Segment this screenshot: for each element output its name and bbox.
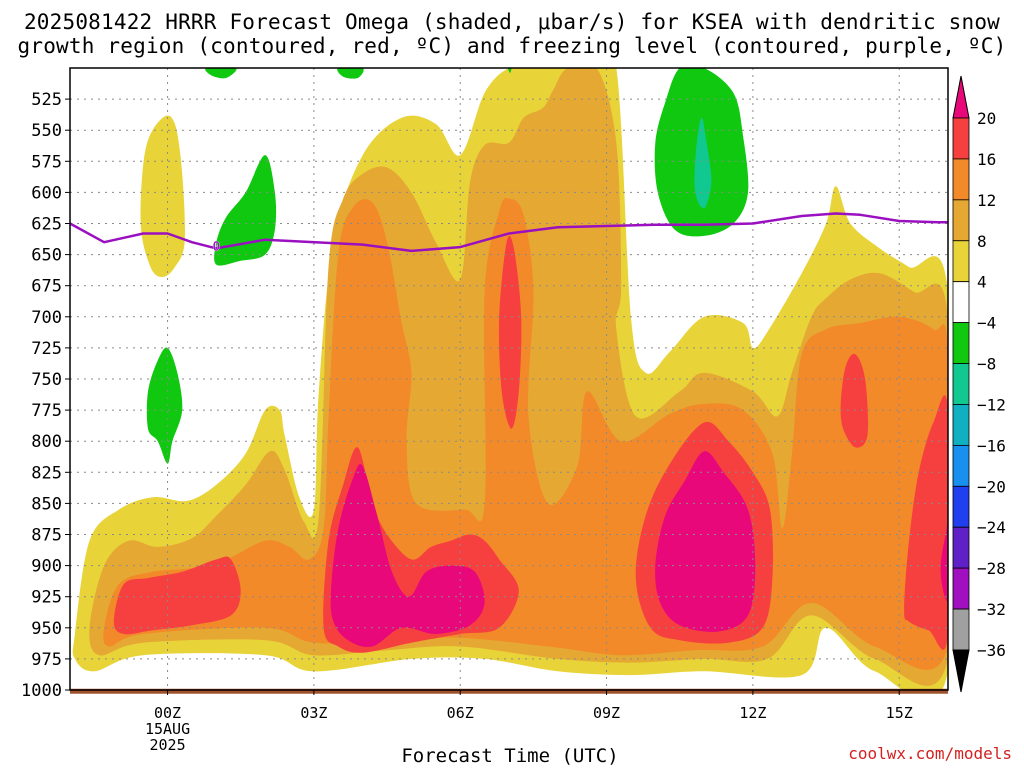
y-tick-label: 600 [31, 183, 62, 203]
source-credit: coolwx.com/models [848, 744, 1012, 763]
colorbar-swatch [952, 608, 970, 651]
y-tick-label: 625 [31, 215, 62, 235]
colorbar-swatch [952, 404, 970, 446]
omega-region-20 [655, 451, 756, 632]
y-tick-label: 525 [31, 90, 62, 110]
omega-region-16 [113, 556, 241, 635]
colorbar-label: 12 [977, 191, 996, 210]
colorbar-swatch [952, 281, 970, 324]
surface-band [70, 688, 948, 694]
chart-title-line-2: growth region (contoured, red, ºC) and f… [17, 34, 1007, 58]
y-tick-label: 1000 [21, 681, 62, 701]
colorbar-label: −32 [977, 600, 1006, 619]
omega-region-neg4 [507, 68, 512, 73]
colorbar-label: −36 [977, 641, 1006, 660]
colorbar-swatch [952, 158, 970, 201]
colorbar-top-arrow [952, 75, 970, 119]
colorbar-label: 20 [977, 109, 996, 128]
omega-region-16 [904, 395, 948, 650]
chart-title-line-1: 2025081422 HRRR Forecast Omega (shaded, … [23, 10, 1001, 34]
y-tick-label: 775 [31, 401, 62, 421]
colorbar-label: −20 [977, 477, 1006, 496]
omega-region-neg4 [337, 68, 364, 79]
x-axis-label: Forecast Time (UTC) [401, 745, 619, 767]
y-tick-label: 850 [31, 494, 62, 514]
colorbar-label: −4 [977, 314, 996, 333]
colorbar-swatch [952, 363, 970, 405]
omega-region-20 [330, 463, 485, 648]
omega-region-4 [140, 115, 185, 277]
y-tick-label: 550 [31, 121, 62, 141]
colorbar-swatch [952, 117, 970, 160]
colorbar-swatch [952, 526, 970, 569]
omega-region-neg8 [694, 117, 712, 209]
colorbar-swatch [952, 240, 970, 283]
y-tick-label: 700 [31, 308, 62, 328]
x-tick-label: 15AUG [145, 720, 190, 738]
colorbar-swatch [952, 199, 970, 242]
colorbar-label: −12 [977, 395, 1006, 414]
omega-region-16 [498, 235, 522, 429]
colorbar-swatch [952, 485, 970, 528]
x-tick-label: 2025 [149, 736, 185, 754]
x-tick-label: 09Z [593, 704, 620, 722]
grid-lines [70, 68, 948, 691]
colorbar-bottom-arrow [952, 649, 970, 693]
omega-region-20 [940, 524, 948, 601]
colorbar-label: 8 [977, 232, 987, 251]
y-tick-label: 875 [31, 526, 62, 546]
colorbar-label: −16 [977, 436, 1006, 455]
freezing-level-line [69, 212, 948, 253]
y-tick-label: 900 [31, 557, 62, 577]
y-tick-label: 825 [31, 463, 62, 483]
y-tick-label: 800 [31, 432, 62, 452]
colorbar: 20 16 12 8 4 −4 −8 −12 −16 −20 −24 −28 −32 −36 [952, 75, 1006, 693]
colorbar-label: 4 [977, 273, 987, 292]
y-tick-label: 750 [31, 370, 62, 390]
colorbar-swatch [952, 444, 970, 487]
colorbar-label: −8 [977, 355, 996, 374]
y-tick-label: 975 [31, 650, 62, 670]
y-tick-label: 675 [31, 277, 62, 297]
colorbar-label: −28 [977, 559, 1006, 578]
y-tick-label: 950 [31, 619, 62, 639]
x-tick-label: 15Z [886, 704, 913, 722]
y-tick-label: 575 [31, 152, 62, 172]
omega-region-16 [840, 353, 869, 448]
colorbar-label: 16 [977, 150, 996, 169]
x-tick-label: 06Z [447, 704, 474, 722]
y-tick-label: 725 [31, 339, 62, 359]
y-tick-label: 650 [31, 246, 62, 266]
x-tick-label: 00Z [154, 704, 181, 722]
x-tick-label: 12Z [739, 704, 766, 722]
omega-shading [72, 68, 948, 690]
colorbar-swatch [952, 567, 970, 610]
colorbar-swatch [952, 322, 970, 364]
x-tick-label: 03Z [300, 704, 327, 722]
y-tick-label: 925 [31, 588, 62, 608]
omega-region-neg4 [146, 347, 183, 464]
omega-region-neg4 [205, 68, 237, 79]
y-axis: 525 550 575 600 625 650 675 700 725 750 775 800 825 8… [21, 90, 70, 701]
colorbar-label: −24 [977, 518, 1006, 537]
freezing-level-label: 0 [212, 240, 220, 255]
omega-region-neg4 [214, 155, 277, 266]
